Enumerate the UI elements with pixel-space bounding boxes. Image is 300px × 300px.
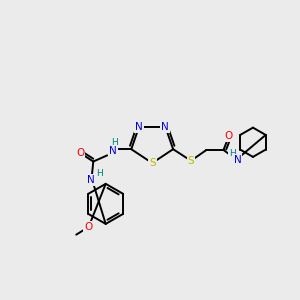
Text: N: N (109, 146, 116, 156)
Text: S: S (188, 156, 194, 166)
Text: O: O (76, 148, 84, 158)
Text: H: H (112, 138, 118, 147)
Text: N: N (135, 122, 143, 132)
Text: H: H (229, 148, 236, 158)
Text: O: O (85, 222, 93, 232)
Text: H: H (96, 169, 103, 178)
Text: N: N (234, 155, 241, 165)
Text: O: O (225, 131, 233, 141)
Text: N: N (161, 122, 169, 132)
Text: S: S (149, 158, 155, 168)
Text: N: N (87, 175, 95, 185)
